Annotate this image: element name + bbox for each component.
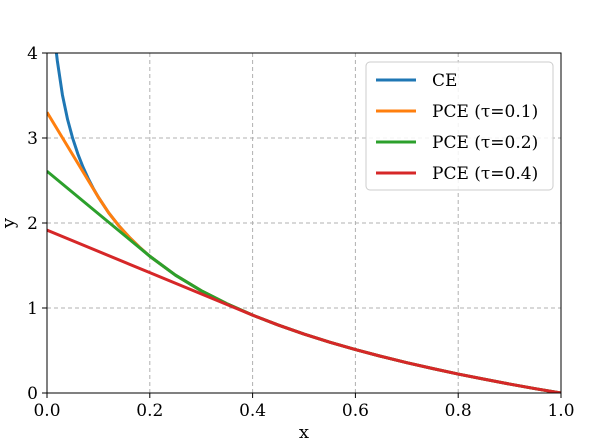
legend-box bbox=[365, 61, 554, 191]
series-layer bbox=[47, 53, 561, 393]
legend: CE PCE (τ=0.1) PCE (τ=0.2) PCE (τ=0.4) bbox=[365, 61, 554, 191]
y-tick-label: 0 bbox=[27, 384, 38, 404]
y-axis-label: y bbox=[0, 217, 19, 229]
y-tick-label: 2 bbox=[27, 214, 38, 234]
y-tick-label: 1 bbox=[27, 299, 38, 319]
x-axis-label: x bbox=[299, 422, 309, 442]
y-tick-label: 4 bbox=[27, 44, 38, 64]
x-tick-label: 0.4 bbox=[239, 401, 266, 421]
legend-label: PCE (τ=0.2) bbox=[432, 133, 538, 153]
axis-ticks: 0.0 0.2 0.4 0.6 0.8 1.0 0 1 2 3 4 bbox=[27, 44, 574, 421]
legend-label: PCE (τ=0.4) bbox=[432, 164, 538, 184]
x-tick-label: 0.8 bbox=[445, 401, 472, 421]
series-line-3 bbox=[47, 228, 561, 393]
legend-label: CE bbox=[432, 71, 457, 91]
x-tick-label: 0.2 bbox=[136, 401, 163, 421]
x-tick-label: 0.6 bbox=[342, 401, 369, 421]
y-tick-label: 3 bbox=[27, 129, 38, 149]
legend-label: PCE (τ=0.1) bbox=[432, 102, 538, 122]
x-tick-label: 1.0 bbox=[547, 401, 574, 421]
x-tick-label: 0.0 bbox=[33, 401, 60, 421]
